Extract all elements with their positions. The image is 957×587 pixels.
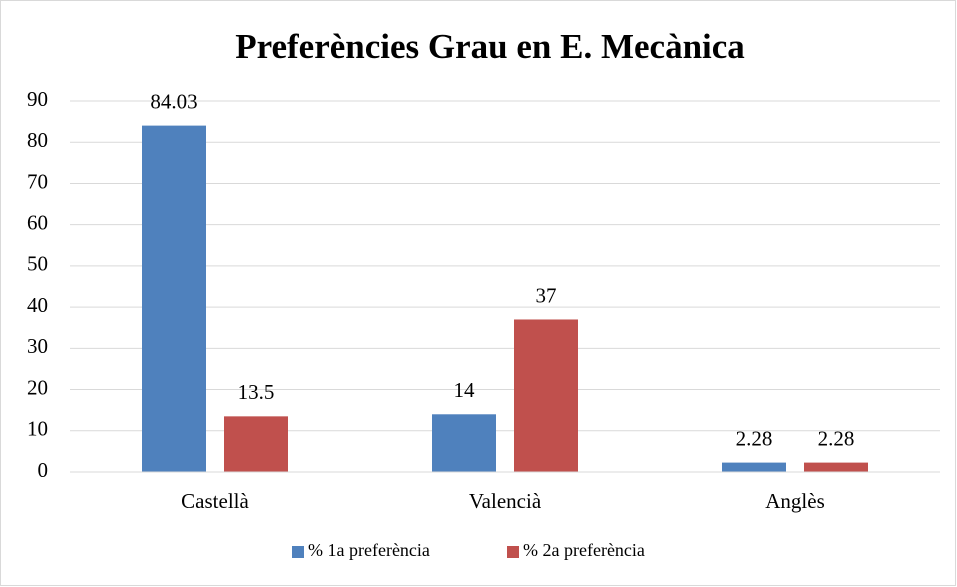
bar [514,319,578,472]
chart-title: Preferències Grau en E. Mecànica [235,27,745,66]
y-tick-label: 60 [27,210,48,234]
data-label: 84.03 [150,89,197,113]
bar [142,125,206,472]
y-tick-label: 70 [27,169,48,193]
y-tick-label: 40 [27,293,48,317]
x-tick-label: Anglès [765,489,825,513]
bar [804,462,868,472]
y-tick-label: 20 [27,375,48,399]
x-tick-label: Valencià [469,489,542,513]
legend-label: % 2a preferència [523,540,645,560]
legend-swatch [507,546,519,558]
data-label: 13.5 [238,380,275,404]
legend-label: % 1a preferència [308,540,430,560]
data-label: 37 [536,283,557,307]
bar [722,462,786,472]
x-tick-label: Castellà [181,489,249,513]
bar [224,416,288,472]
data-label: 2.28 [818,426,855,450]
y-tick-label: 50 [27,252,48,276]
legend-swatch [292,546,304,558]
bar [432,414,496,472]
data-label: 14 [454,378,476,402]
y-tick-label: 80 [27,128,48,152]
y-tick-label: 90 [27,87,48,111]
data-label: 2.28 [736,426,773,450]
y-tick-label: 30 [27,334,48,358]
y-tick-label: 0 [38,458,49,482]
y-tick-label: 10 [27,417,48,441]
